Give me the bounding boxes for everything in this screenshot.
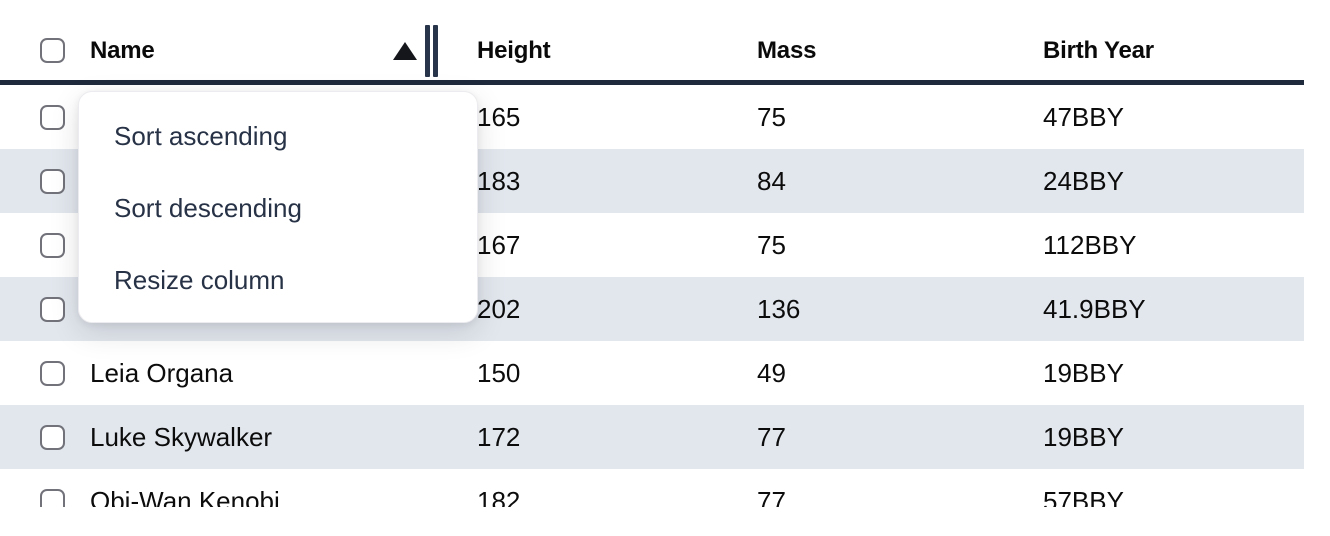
cell-name: Obi-Wan Kenobi (90, 485, 280, 508)
cell-birth-year: 57BBY (1043, 485, 1124, 508)
row-checkbox[interactable] (40, 424, 65, 450)
row-checkbox-cell (0, 213, 78, 277)
cell-name: Leia Organa (90, 357, 234, 388)
cell-mass: 75 (757, 101, 786, 132)
table-row[interactable]: Obi-Wan Kenobi 182 77 57BBY (0, 469, 1304, 507)
cell-height: 182 (477, 485, 521, 508)
column-resize-handle-icon[interactable] (425, 24, 438, 77)
cell-mass: 49 (757, 357, 786, 388)
header-checkbox-cell (0, 21, 78, 80)
row-checkbox-cell (0, 277, 78, 341)
row-checkbox[interactable] (40, 296, 65, 322)
cell-mass: 84 (757, 165, 786, 196)
menu-item-resize-column[interactable]: Resize column (114, 264, 285, 295)
column-header-name-label: Name (90, 36, 155, 64)
cell-birth-year: 19BBY (1043, 357, 1124, 388)
cell-height: 167 (477, 229, 521, 260)
column-header-mass[interactable]: Mass (757, 21, 1043, 80)
row-checkbox-cell (0, 85, 78, 149)
column-header-birth-year-label: Birth Year (1043, 36, 1154, 64)
menu-item-sort-descending[interactable]: Sort descending (114, 192, 302, 223)
row-checkbox[interactable] (40, 232, 65, 258)
cell-height: 183 (477, 165, 521, 196)
column-menu: Sort ascending Sort descending Resize colu… (78, 91, 478, 323)
select-all-checkbox[interactable] (40, 38, 65, 63)
row-checkbox-cell (0, 341, 78, 405)
cell-height: 150 (477, 357, 521, 388)
cell-birth-year: 41.9BBY (1043, 293, 1146, 324)
cell-height: 165 (477, 101, 521, 132)
menu-item-sort-ascending[interactable]: Sort ascending (114, 120, 288, 151)
column-header-birth-year[interactable]: Birth Year (1043, 21, 1304, 80)
row-checkbox-cell (0, 149, 78, 213)
cell-birth-year: 112BBY (1043, 229, 1137, 260)
cell-mass: 136 (757, 293, 801, 324)
row-checkbox-cell (0, 405, 78, 469)
row-checkbox-cell (0, 469, 78, 507)
table-header: Name Height Mass Birth Year (0, 0, 1304, 85)
column-header-name[interactable]: Name (78, 21, 477, 80)
row-checkbox[interactable] (40, 168, 65, 194)
sort-ascending-icon (393, 41, 417, 60)
column-header-height-label: Height (477, 36, 551, 64)
row-checkbox[interactable] (40, 104, 65, 130)
row-checkbox[interactable] (40, 360, 65, 386)
cell-mass: 75 (757, 229, 786, 260)
column-header-mass-label: Mass (757, 36, 817, 64)
table-viewport: Name Height Mass Birth Year 165 75 47BBY (0, 0, 1304, 507)
cell-height: 172 (477, 421, 521, 452)
cell-mass: 77 (757, 421, 786, 452)
table-row[interactable]: Luke Skywalker 172 77 19BBY (0, 405, 1304, 469)
row-checkbox[interactable] (40, 488, 65, 507)
cell-birth-year: 47BBY (1043, 101, 1124, 132)
cell-birth-year: 24BBY (1043, 165, 1124, 196)
cell-name: Luke Skywalker (90, 421, 273, 452)
table-row[interactable]: Leia Organa 150 49 19BBY (0, 341, 1304, 405)
cell-height: 202 (477, 293, 521, 324)
column-header-height[interactable]: Height (477, 21, 757, 80)
cell-birth-year: 19BBY (1043, 421, 1124, 452)
cell-mass: 77 (757, 485, 786, 508)
